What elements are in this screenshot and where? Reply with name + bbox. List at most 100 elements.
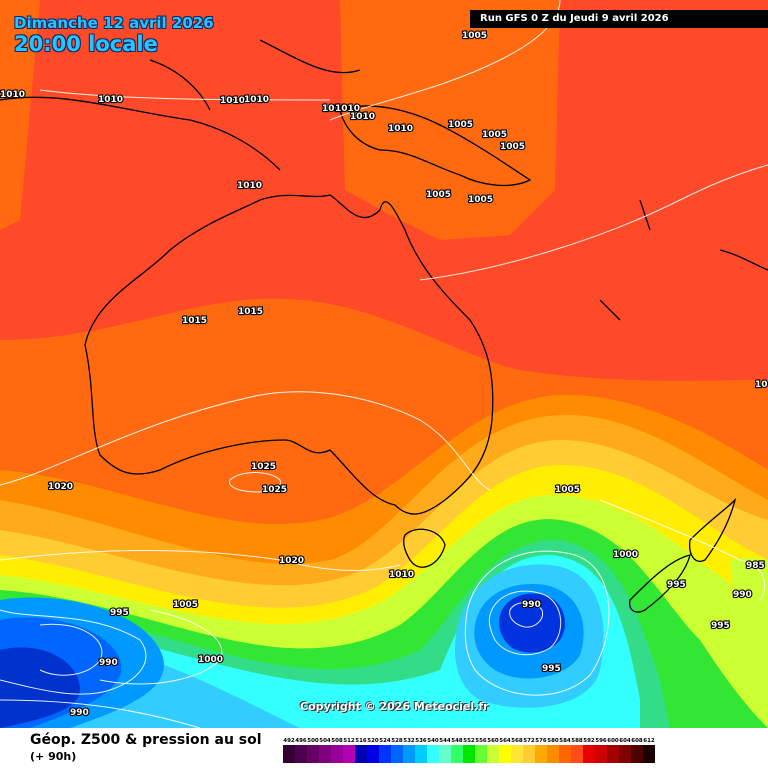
scale-tick-label: 584 <box>559 738 571 744</box>
new-zealand-south <box>629 554 691 613</box>
scale-swatch <box>535 745 547 763</box>
isobar-label: 1010 <box>335 104 360 114</box>
scale-tick-label: 556 <box>475 738 487 744</box>
isobar-label: 1005 <box>468 195 493 205</box>
isobar-label: 1010 <box>389 570 414 580</box>
scale-tick-label: 564 <box>499 738 511 744</box>
scale-swatch <box>355 745 367 763</box>
scale-swatch <box>511 745 523 763</box>
scale-swatch <box>283 745 295 763</box>
scale-swatch <box>571 745 583 763</box>
scale-swatch <box>427 745 439 763</box>
scale-tick-label: 508 <box>331 738 343 744</box>
isobar-label: 990 <box>70 708 89 718</box>
scale-swatch <box>343 745 355 763</box>
scale-tick-label: 596 <box>595 738 607 744</box>
color-scale: 492 496 500 504 508 512 516 520 524 528 532 536 540 5… <box>283 738 655 763</box>
isobar-label: 1010 <box>350 112 375 122</box>
z500-low-core <box>499 593 565 653</box>
copyright: Copyright © 2026 Meteociel.fr <box>300 700 489 713</box>
isobar-label: 1020 <box>279 556 304 566</box>
isobar-labels: 1005 1010 1010 1010 1010 1010 1010 1010 … <box>0 30 768 719</box>
isobar-label: 995 <box>542 664 561 674</box>
isobar-label: 1020 <box>48 482 73 492</box>
z500-east-edge <box>730 557 768 700</box>
isobar-label: 1005 <box>426 190 451 200</box>
scale-tick-label: 520 <box>367 738 379 744</box>
isobar-label: 985 <box>746 561 765 571</box>
scale-swatch <box>451 745 463 763</box>
scale-tick-label: 592 <box>583 738 595 744</box>
isobar-label: 1005 <box>482 130 507 140</box>
scale-tick-label: 512 <box>343 738 355 744</box>
scale-swatch <box>523 745 535 763</box>
scale-tick-label: 536 <box>415 738 427 744</box>
scale-tick-label: 552 <box>463 738 475 744</box>
scale-tick-label: 568 <box>511 738 523 744</box>
isobar-label: 1000 <box>198 655 223 665</box>
lead-time: (+ 90h) <box>30 750 77 763</box>
scale-tick-label: 576 <box>535 738 547 744</box>
isobar-label: 1010 <box>98 95 123 105</box>
scale-tick-label: 548 <box>451 738 463 744</box>
scale-swatch <box>583 745 595 763</box>
z500-sw-low-3 <box>0 647 80 728</box>
isobar-label: 1010 <box>220 96 245 106</box>
scale-swatch <box>319 745 331 763</box>
isobar-label: 1010 <box>237 181 262 191</box>
field-title: Géop. Z500 & pression au sol <box>30 732 262 748</box>
australia-coast <box>84 194 494 515</box>
new-zealand-north <box>689 497 737 562</box>
scale-tick-label: 532 <box>403 738 415 744</box>
isobar-label: 1025 <box>251 462 276 472</box>
isobar-label: 995 <box>667 580 686 590</box>
isobar-label: 990 <box>522 600 541 610</box>
scale-tick-label: 612 <box>643 738 655 744</box>
isobar-label: 1015 <box>182 316 207 326</box>
isobar-label: 990 <box>99 658 118 668</box>
forecast-time: 20:00 locale <box>14 32 158 56</box>
scale-tick-label: 572 <box>523 738 535 744</box>
weather-map: 1005 1010 1010 1010 1010 1010 1010 1010 … <box>0 0 768 728</box>
tasmania-coast <box>403 528 446 568</box>
scale-swatch <box>547 745 559 763</box>
scale-swatch <box>307 745 319 763</box>
scale-swatch <box>439 745 451 763</box>
scale-tick-label: 496 <box>295 738 307 744</box>
scale-swatch <box>367 745 379 763</box>
scale-swatch <box>295 745 307 763</box>
z500-band-584-west <box>0 0 40 230</box>
isobar-label: 1005 <box>173 600 198 610</box>
scale-swatch <box>463 745 475 763</box>
scale-tick-label: 500 <box>307 738 319 744</box>
isobar-label: 1000 <box>613 550 638 560</box>
scale-swatch <box>415 745 427 763</box>
isobar-label: 1015 <box>238 307 263 317</box>
scale-swatch <box>499 745 511 763</box>
scale-swatch <box>403 745 415 763</box>
forecast-date: Dimanche 12 avril 2026 <box>14 14 214 32</box>
scale-tick-label: 504 <box>319 738 331 744</box>
pacific-islands <box>599 199 768 321</box>
coastlines <box>0 39 768 613</box>
scale-tick-label: 560 <box>487 738 499 744</box>
isobar-label: 1005 <box>555 485 580 495</box>
scale-swatch <box>379 745 391 763</box>
scale-swatch <box>595 745 607 763</box>
isobar-label: 1010 <box>244 95 269 105</box>
isobar-label: 10 <box>755 380 768 390</box>
isobars <box>0 0 768 728</box>
scale-tick-label: 540 <box>427 738 439 744</box>
isobar-label: 1010 <box>322 104 347 114</box>
scale-tick-label: 544 <box>439 738 451 744</box>
scale-tick-label: 524 <box>379 738 391 744</box>
isobar-label: 1010 <box>388 124 413 134</box>
run-info: Run GFS 0 Z du Jeudi 9 avril 2026 <box>470 10 768 28</box>
scale-tick-label: 516 <box>355 738 367 744</box>
scale-swatch <box>331 745 343 763</box>
scale-tick-label: 608 <box>631 738 643 744</box>
isobar-label: 990 <box>733 590 752 600</box>
scale-swatch <box>607 745 619 763</box>
scale-swatch <box>619 745 631 763</box>
isobar-label: 1005 <box>448 120 473 130</box>
